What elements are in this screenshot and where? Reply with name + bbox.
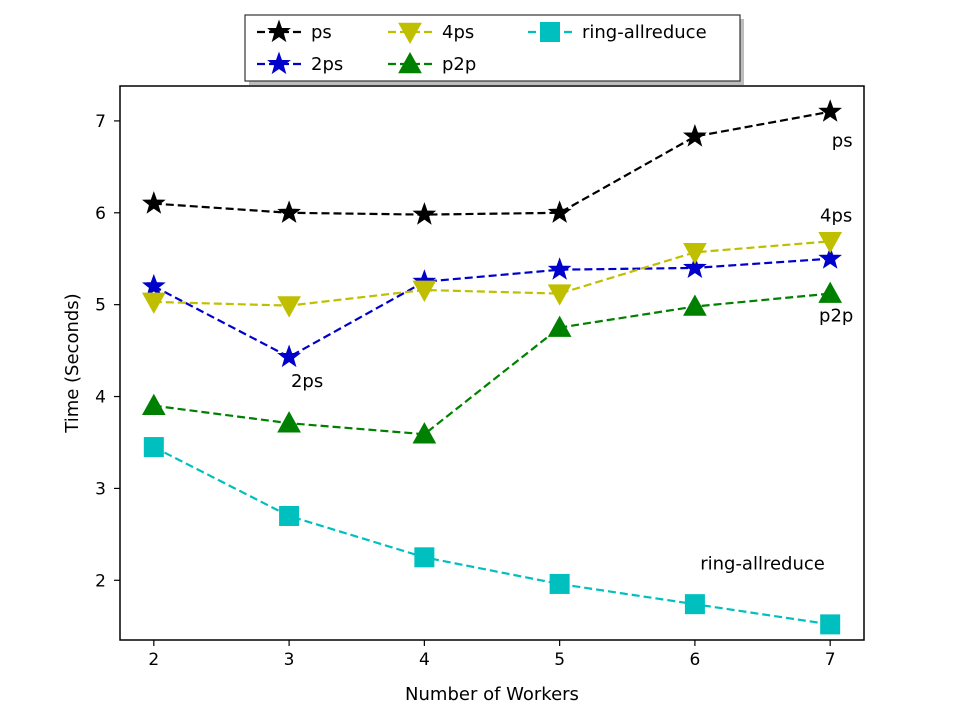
data-point-ps	[277, 200, 301, 223]
data-point-ps	[412, 202, 437, 225]
series-line-ps	[153, 110, 831, 216]
data-point-p2p	[818, 281, 843, 303]
data-point-p2p	[141, 393, 166, 416]
legend-marker-2ps	[267, 51, 291, 75]
data-point-ps	[142, 191, 166, 214]
data-point-4ps	[818, 231, 843, 254]
legend-box	[244, 14, 741, 82]
data-point-2ps	[682, 255, 707, 278]
x-tick-label: 3	[284, 650, 295, 670]
legend: ps 2ps 4ps p2p ring-allreduce	[244, 14, 744, 85]
legend-label-ring-allreduce: ring-allreduce	[582, 22, 707, 43]
data-point-2ps	[277, 344, 302, 368]
data-point-ring-allreduce	[549, 573, 570, 594]
data-point-ring-allreduce	[143, 437, 164, 458]
annotation-2ps: 2ps	[291, 371, 323, 392]
series-line-4ps	[153, 240, 831, 307]
annotation-ps: ps	[832, 131, 853, 152]
x-axis-label: Number of Workers	[405, 684, 579, 705]
x-tick-label: 4	[419, 650, 430, 670]
y-tick-label: 3	[95, 479, 106, 499]
annotation-p2p: p2p	[819, 306, 853, 327]
data-point-4ps	[547, 284, 572, 306]
legend-label-ps: ps	[311, 22, 332, 43]
y-tick-label: 2	[95, 571, 106, 591]
legend-marker-ps	[267, 19, 291, 43]
data-point-ps	[682, 124, 707, 147]
legend-label-p2p: p2p	[442, 54, 476, 75]
data-point-2ps	[547, 257, 572, 280]
data-point-4ps	[683, 242, 707, 265]
x-tick-label: 2	[148, 650, 159, 670]
annotations: ps 4ps p2p 2ps ring-allreduce	[291, 131, 853, 575]
legend-marker-p2p	[398, 51, 422, 74]
data-point-4ps	[141, 292, 166, 314]
data-point-2ps	[818, 246, 842, 269]
series-line-2ps	[153, 257, 831, 359]
plot-frame	[119, 85, 865, 641]
data-point-4ps	[412, 280, 437, 302]
legend-label-2ps: 2ps	[311, 54, 343, 75]
y-axis-label: Time (Seconds)	[62, 293, 83, 433]
data-point-ring-allreduce	[820, 614, 841, 635]
data-point-2ps	[142, 273, 166, 297]
axes: 2 3 4 5 6 7 2 3 4 5 6 7 Number of Workers Time (Secon…	[62, 85, 865, 705]
y-tick-label: 7	[95, 112, 106, 132]
annotation-ring-allreduce: ring-allreduce	[700, 553, 825, 574]
legend-label-4ps: 4ps	[442, 22, 474, 43]
data-point-p2p	[683, 294, 707, 316]
data-point-ps	[818, 99, 842, 122]
annotation-4ps: 4ps	[820, 205, 852, 226]
x-tick-label: 5	[554, 650, 565, 670]
y-tick-label: 5	[95, 296, 106, 316]
series-line-p2p	[153, 292, 831, 436]
legend-marker-4ps	[398, 22, 422, 45]
data-point-p2p	[412, 422, 437, 444]
data-point-p2p	[277, 411, 301, 433]
plot-area	[141, 99, 843, 635]
data-point-ps	[547, 200, 572, 223]
series-line-ring-allreduce	[153, 446, 831, 626]
y-tick-label: 4	[95, 388, 106, 408]
data-point-ring-allreduce	[684, 594, 705, 615]
x-tick-label: 7	[825, 650, 836, 670]
data-point-4ps	[277, 296, 301, 318]
data-point-p2p	[547, 315, 572, 337]
data-point-ring-allreduce	[279, 505, 300, 526]
data-point-ring-allreduce	[414, 547, 435, 568]
y-tick-label: 6	[95, 204, 106, 224]
x-tick-label: 6	[689, 650, 700, 670]
legend-marker-ring-allreduce	[540, 22, 560, 42]
